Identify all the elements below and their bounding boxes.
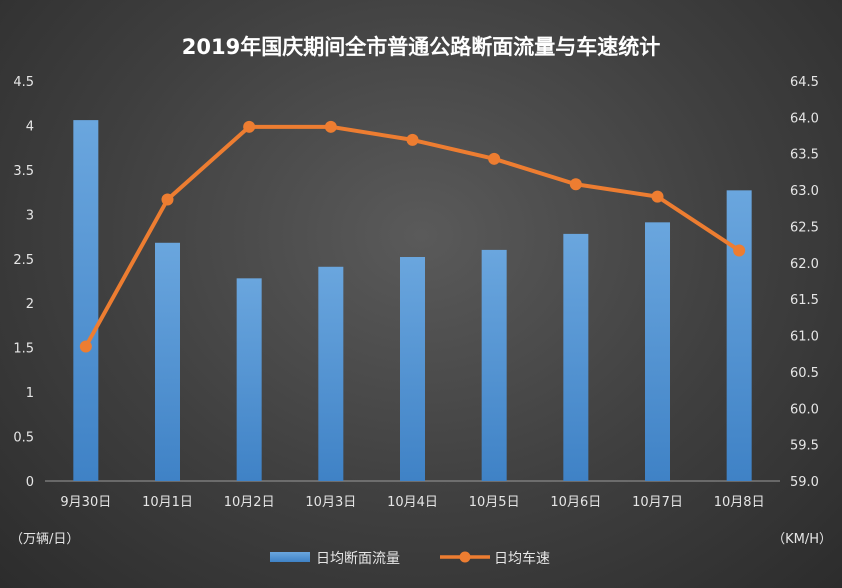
left-tick-label: 4.5 [13, 75, 34, 90]
bar [726, 190, 752, 482]
left-tick-label: 3 [26, 208, 34, 223]
left-axis-unit: （万辆/日） [10, 532, 79, 547]
speed-point [406, 133, 419, 146]
x-tick-label: 10月1日 [142, 495, 193, 510]
x-tick-label: 10月5日 [469, 495, 520, 510]
right-tick-label: 60.0 [790, 402, 819, 417]
x-tick-label: 9月30日 [60, 495, 111, 510]
speed-point [161, 193, 174, 206]
bar [481, 249, 507, 481]
axes: 0 0.5 1 1.5 2 2.5 3 3.5 4 4.5 59.0 59.5 60.0 60.5 61.0… [13, 75, 819, 510]
bar-series [73, 120, 752, 482]
legend-bar-label: 日均断面流量 [316, 551, 400, 567]
right-tick-label: 62.0 [790, 257, 819, 272]
right-tick-label: 63.5 [790, 148, 819, 163]
legend-line-marker [459, 551, 471, 563]
x-tick-label: 10月2日 [224, 495, 275, 510]
bar [73, 120, 99, 481]
left-tick-label: 2 [26, 297, 34, 312]
right-tick-label: 61.0 [790, 330, 819, 345]
bar [318, 266, 344, 481]
speed-point [651, 190, 664, 203]
right-tick-label: 60.5 [790, 366, 819, 381]
x-tick-label: 10月4日 [387, 495, 438, 510]
left-tick-label: 2.5 [13, 253, 34, 268]
right-tick-label: 59.5 [790, 439, 819, 454]
line-series [79, 120, 746, 353]
right-tick-label: 64.0 [790, 111, 819, 126]
bar [400, 257, 425, 481]
right-tick-label: 63.0 [790, 184, 819, 199]
left-tick-label: 1 [26, 386, 34, 401]
speed-point [488, 152, 501, 165]
legend: 日均断面流量 日均车速 [270, 550, 550, 567]
speed-point [324, 120, 337, 133]
left-tick-label: 1.5 [13, 342, 34, 357]
x-tick-label: 10月6日 [550, 495, 601, 510]
bar [645, 222, 670, 482]
bar [155, 242, 180, 481]
chart-title: 2019年国庆期间全市普通公路断面流量与车速统计 [182, 35, 660, 59]
speed-point [733, 244, 746, 257]
right-tick-label: 61.5 [790, 293, 819, 308]
legend-line-label: 日均车速 [494, 550, 550, 567]
left-tick-label: 3.5 [13, 164, 34, 179]
legend-bar-swatch [270, 552, 310, 562]
left-tick-label: 0.5 [13, 431, 34, 446]
x-tick-label: 10月3日 [305, 495, 356, 510]
right-tick-label: 62.5 [790, 220, 819, 235]
x-tick-label: 10月7日 [632, 495, 683, 510]
left-tick-label: 4 [26, 119, 34, 134]
right-axis-unit: （KM/H） [772, 532, 832, 547]
speed-point [79, 340, 92, 353]
speed-point [243, 120, 256, 133]
speed-point [569, 178, 582, 191]
bar [563, 233, 589, 481]
left-tick-label: 0 [26, 475, 34, 490]
bar [236, 278, 262, 481]
x-tick-label: 10月8日 [714, 495, 765, 510]
right-tick-label: 64.5 [790, 75, 819, 90]
right-tick-label: 59.0 [790, 475, 819, 490]
